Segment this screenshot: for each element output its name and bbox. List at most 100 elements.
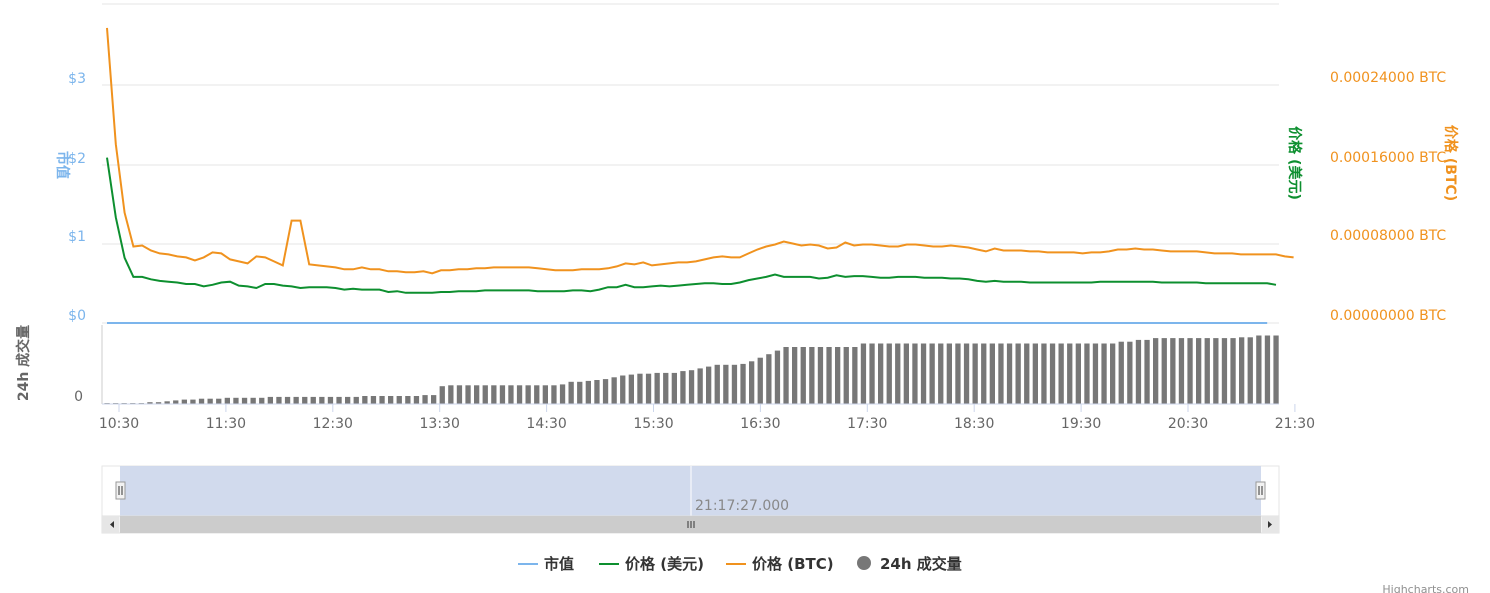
volume-bar [817, 347, 824, 404]
volume-bar [628, 374, 634, 404]
volume-bar [525, 385, 531, 404]
navigator-handle-right[interactable] [1255, 481, 1266, 500]
volume-bar [1273, 335, 1279, 404]
volume-bar [482, 385, 488, 404]
legend-item-volume[interactable]: 24h 成交量 [857, 555, 962, 573]
volume-bar [319, 396, 325, 404]
volume-bar [1221, 338, 1228, 404]
volume-bar [327, 396, 334, 404]
legend-item-price-usd[interactable]: 价格 (美元) [599, 555, 704, 573]
volume-bar [1006, 343, 1013, 404]
volume-bar [749, 361, 755, 404]
volume-bar [448, 385, 454, 404]
credits[interactable]: Highcharts.com [1382, 583, 1469, 593]
volume-bar [190, 399, 196, 405]
volume-bar [542, 385, 548, 404]
volume-bar [869, 343, 875, 404]
volume-bar [602, 379, 609, 404]
volume-bar [620, 375, 626, 404]
legend-label-price-usd: 价格 (美元) [625, 555, 704, 573]
volume-bar [284, 396, 291, 404]
navigator-handle-left[interactable] [115, 481, 126, 500]
volume-bar [1075, 343, 1081, 404]
volume-bar [929, 343, 935, 404]
legend-item-price-btc[interactable]: 价格 (BTC) [726, 555, 834, 573]
scrollbar-grip-icon [687, 521, 695, 528]
volume-bar [1101, 343, 1107, 404]
volume-bar [1084, 343, 1090, 404]
price-btc-line [106, 27, 1294, 275]
x-axis-tick: 16:30 [740, 416, 780, 432]
volume-bar [474, 385, 480, 404]
volume-bar [336, 396, 342, 404]
volume-bar [680, 371, 686, 404]
volume-bar [508, 385, 514, 404]
volume-bar [766, 354, 772, 404]
x-axis-tick: 21:30 [1275, 416, 1315, 432]
volume-bar [1015, 343, 1021, 404]
volume-bar [972, 343, 978, 404]
legend-item-market-cap[interactable]: 市值 [518, 555, 574, 573]
volume-bar [1049, 343, 1056, 404]
volume-bar [1135, 339, 1142, 404]
volume-axis-tick: 0 [74, 389, 83, 405]
volume-axis-title: 24h 成交量 [15, 325, 32, 401]
volume-bar [1058, 343, 1064, 404]
volume-bar [1264, 335, 1271, 404]
volume-bar [551, 385, 557, 404]
volume-bar [1239, 337, 1245, 405]
volume-bar [1041, 343, 1047, 404]
volume-bar [405, 396, 411, 404]
scroll-left-arrow-icon [110, 521, 114, 528]
volume-bar [878, 343, 884, 404]
volume-bar [1196, 338, 1202, 404]
legend-label-price-btc: 价格 (BTC) [752, 555, 834, 573]
volume-bar [740, 363, 746, 404]
navigator[interactable]: 21:17:27.000 [101, 465, 1280, 517]
volume-bar [250, 397, 256, 404]
volume-bar [792, 347, 798, 404]
volume-bar [147, 402, 153, 404]
volume-bar [465, 385, 471, 404]
volume-bar [276, 396, 282, 404]
volume-bar [826, 347, 832, 404]
volume-bar [422, 395, 428, 404]
legend-label-market-cap: 市值 [544, 555, 574, 573]
volume-bar [981, 343, 987, 404]
left-axis-tick: $3 [68, 71, 86, 87]
volume-bar [181, 399, 187, 405]
volume-bar [1230, 338, 1236, 404]
volume-bar [1256, 335, 1262, 404]
volume-bar [413, 396, 420, 404]
volume-bar [946, 343, 952, 404]
volume-bar [1170, 338, 1176, 404]
left-axis-tick: $2 [68, 151, 86, 167]
volume-bar [155, 402, 162, 404]
volume-bar [224, 397, 230, 404]
volume-bar [534, 385, 540, 404]
volume-bar [903, 343, 909, 404]
volume-bar [706, 366, 712, 404]
navigator-label: 21:17:27.000 [695, 498, 789, 514]
volume-bar [835, 347, 841, 404]
volume-bar [637, 373, 643, 404]
legend-label-volume: 24h 成交量 [880, 555, 962, 573]
scrollbar[interactable] [101, 515, 1280, 534]
legend: 市值 价格 (美元) 价格 (BTC) 24h 成交量 [518, 555, 962, 573]
volume-bar [688, 370, 695, 404]
right-axis-tick: 0.00024000 BTC [1330, 70, 1446, 86]
volume-bar [302, 396, 308, 404]
volume-bar [895, 343, 901, 404]
volume-bar [431, 395, 437, 404]
x-axis-tick: 11:30 [206, 416, 246, 432]
volume-bar [259, 397, 265, 404]
volume-bars [104, 335, 1279, 405]
volume-bar [173, 400, 179, 404]
volume-bar [353, 396, 359, 404]
volume-bar [809, 347, 815, 404]
right-axis-usd-title: 价格 (美元) [1286, 126, 1303, 200]
volume-bar [938, 343, 944, 404]
volume-bar [516, 385, 523, 404]
volume-bar [1144, 339, 1150, 404]
volume-bar [499, 385, 506, 404]
